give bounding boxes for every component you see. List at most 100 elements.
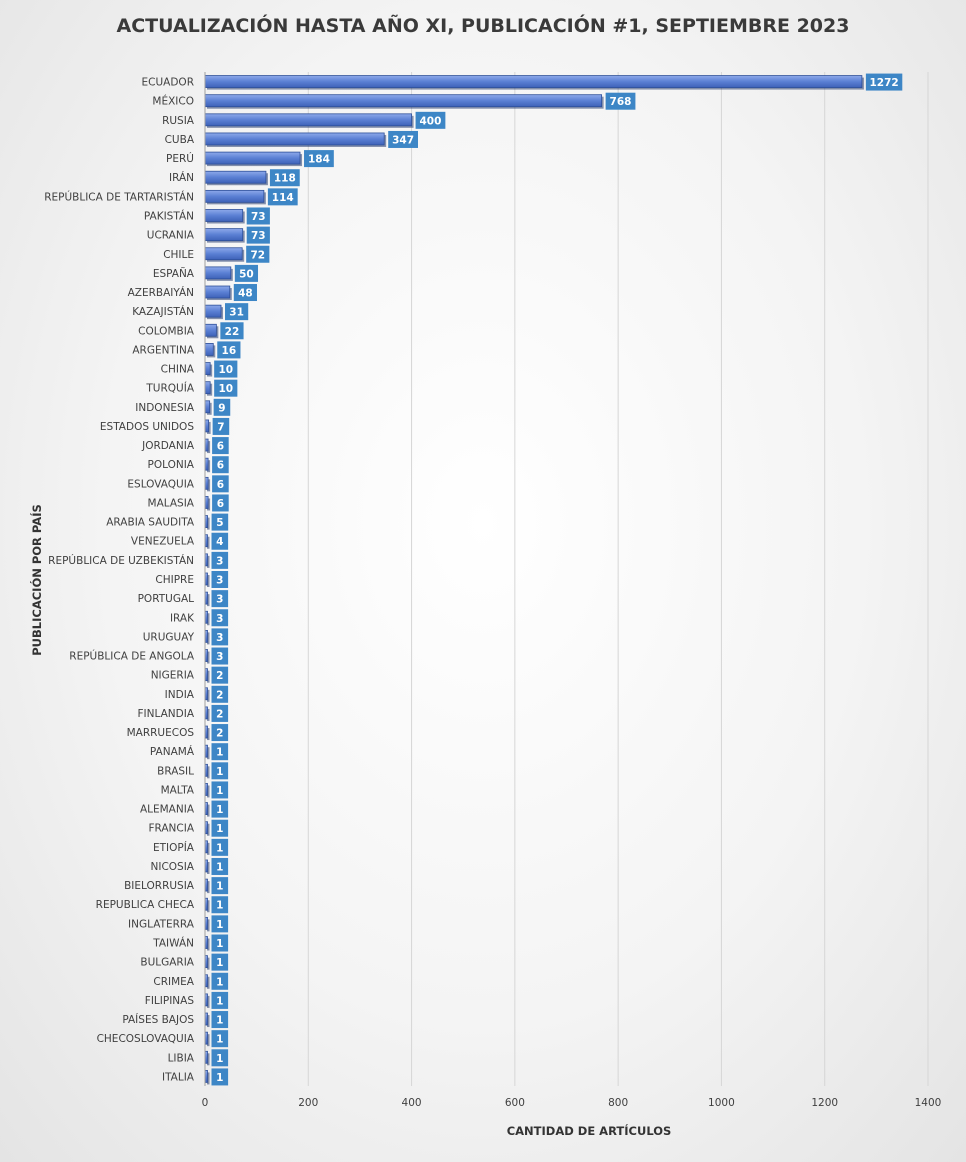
x-tick-label: 600 — [505, 1097, 525, 1109]
data-label-box — [211, 724, 229, 742]
data-label-box — [212, 456, 229, 474]
category-label: NICOSIA — [151, 861, 195, 873]
data-label: 1 — [216, 957, 223, 969]
data-label: 22 — [225, 326, 240, 338]
bar-shadow — [207, 747, 210, 760]
data-label: 1 — [216, 747, 223, 759]
bar-shadow — [207, 689, 210, 702]
category-label: CUBA — [165, 134, 195, 146]
data-label: 1 — [216, 1015, 223, 1027]
data-label: 1 — [216, 1053, 223, 1065]
category-label: AZERBAIYÁN — [128, 286, 194, 299]
category-label: TAIWÁN — [152, 937, 194, 950]
data-label: 50 — [239, 268, 254, 280]
data-label-box — [211, 781, 229, 799]
data-label-box — [214, 379, 238, 397]
data-label-box — [211, 877, 229, 895]
category-label: ECUADOR — [142, 77, 194, 89]
category-label: ESPAÑA — [153, 267, 195, 280]
category-label: INDONESIA — [135, 402, 195, 414]
data-label: 2 — [216, 728, 223, 740]
category-label: BRASIL — [157, 765, 194, 777]
category-label: MARRUECOS — [127, 727, 195, 739]
data-label: 1 — [216, 976, 223, 988]
bar-shadow — [207, 1015, 210, 1028]
data-label-box — [267, 188, 298, 206]
x-tick-label: 0 — [202, 1097, 209, 1109]
data-label: 184 — [308, 154, 330, 166]
data-label-box — [214, 360, 238, 378]
category-label: PERÚ — [166, 152, 194, 165]
bar — [204, 362, 211, 375]
data-label: 10 — [218, 383, 233, 395]
bar-shadow — [207, 441, 211, 454]
bar-shadow — [207, 1053, 210, 1066]
data-label: 3 — [216, 651, 223, 663]
category-label: CHILE — [163, 249, 194, 261]
bar — [204, 170, 267, 184]
bar-shadow — [207, 498, 211, 511]
data-label-box — [211, 1049, 229, 1067]
category-label: ARABIA SAUDITA — [106, 517, 195, 529]
data-label-box — [211, 915, 229, 933]
bar-shadow — [207, 823, 210, 836]
data-label: 16 — [222, 345, 237, 357]
bar-shadow — [207, 861, 210, 874]
data-label-box — [605, 92, 636, 110]
data-label: 1272 — [869, 77, 898, 89]
data-label-box — [211, 953, 229, 971]
category-label: REPUBLICA CHECA — [96, 899, 195, 911]
data-label: 3 — [216, 575, 223, 587]
data-label-box — [211, 896, 229, 914]
bar — [204, 323, 217, 337]
data-label-box — [211, 991, 229, 1009]
data-label: 1 — [216, 1072, 223, 1084]
data-label: 10 — [218, 364, 233, 376]
data-label: 9 — [218, 402, 225, 414]
data-label: 3 — [216, 594, 223, 606]
data-label-box — [246, 226, 270, 244]
category-label: ARGENTINA — [132, 344, 194, 356]
category-label: BIELORRUSIA — [124, 880, 195, 892]
bar-shadow — [207, 919, 210, 932]
bar — [204, 209, 244, 222]
category-label: TURQUÍA — [145, 382, 194, 395]
data-label-box — [211, 590, 229, 608]
bar — [204, 228, 244, 242]
data-label: 1 — [216, 900, 223, 912]
bar-shadow — [207, 766, 210, 779]
data-label-box — [212, 417, 230, 435]
category-label: ITALIA — [162, 1071, 195, 1083]
bar-shadow — [207, 900, 210, 913]
data-label: 3 — [216, 613, 223, 625]
data-label: 1 — [216, 919, 223, 931]
category-label: URUGUAY — [143, 631, 195, 643]
category-label: ALEMANIA — [140, 804, 195, 816]
data-label: 5 — [216, 517, 223, 529]
data-label: 72 — [250, 249, 265, 261]
bar-shadow — [207, 957, 210, 970]
bar-shadow — [207, 536, 210, 549]
bar-shadow — [207, 1034, 210, 1047]
data-label: 118 — [274, 173, 296, 185]
data-label-box — [211, 704, 229, 722]
bar — [204, 381, 211, 395]
data-label-box — [234, 264, 259, 282]
category-label: MALASIA — [148, 497, 195, 509]
bar — [204, 266, 232, 280]
bar-shadow — [207, 728, 210, 741]
data-label-box — [212, 437, 229, 455]
bar — [204, 189, 265, 203]
bar-shadow — [207, 938, 210, 951]
category-label: ETIOPÍA — [153, 841, 195, 854]
data-label: 1 — [216, 823, 223, 835]
bar-shadow — [207, 613, 210, 626]
bar — [204, 94, 603, 108]
data-label-box — [211, 647, 229, 665]
data-label-box — [211, 857, 229, 875]
category-label: RUSIA — [162, 115, 195, 127]
category-label: INDIA — [165, 689, 195, 701]
data-label-box — [246, 245, 270, 263]
data-label-box — [269, 169, 300, 187]
bar-shadow — [207, 632, 210, 645]
